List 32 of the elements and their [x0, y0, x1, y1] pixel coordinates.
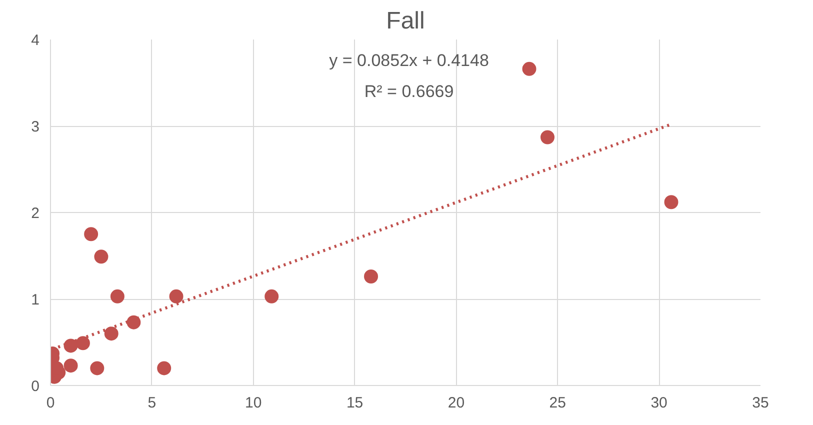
y-tick-label: 3	[31, 118, 40, 136]
y-tick-label: 1	[31, 292, 40, 308]
annotation: R² = 0.6669	[364, 82, 454, 101]
point	[90, 361, 104, 376]
chart-title: Fall	[386, 8, 425, 34]
point	[126, 315, 141, 330]
y-tick-label: 4	[31, 32, 40, 49]
point	[104, 326, 118, 341]
x-tick-label: 30	[650, 394, 668, 412]
point	[64, 338, 78, 353]
y-tick-label: 2	[31, 205, 40, 222]
point	[76, 336, 90, 350]
point	[110, 289, 124, 304]
x-tick-label: 35	[752, 394, 769, 412]
annotation: y = 0.0852x + 0.4148	[329, 50, 489, 70]
x-tick-label: 15	[346, 394, 364, 412]
x-tick-label: 20	[448, 394, 465, 412]
x-tick-label: 5	[148, 394, 156, 412]
point	[157, 361, 172, 376]
point	[169, 289, 184, 304]
y-tick-label: 0	[31, 378, 40, 395]
point	[540, 130, 554, 144]
point	[64, 358, 78, 373]
point	[264, 289, 279, 304]
point	[84, 227, 98, 242]
point	[664, 195, 678, 210]
point	[364, 270, 378, 284]
x-tick-label: 10	[245, 394, 262, 412]
point	[522, 62, 536, 76]
x-tick-label: 25	[549, 394, 566, 412]
x-tick-label: 0	[46, 394, 55, 412]
point	[94, 250, 108, 264]
